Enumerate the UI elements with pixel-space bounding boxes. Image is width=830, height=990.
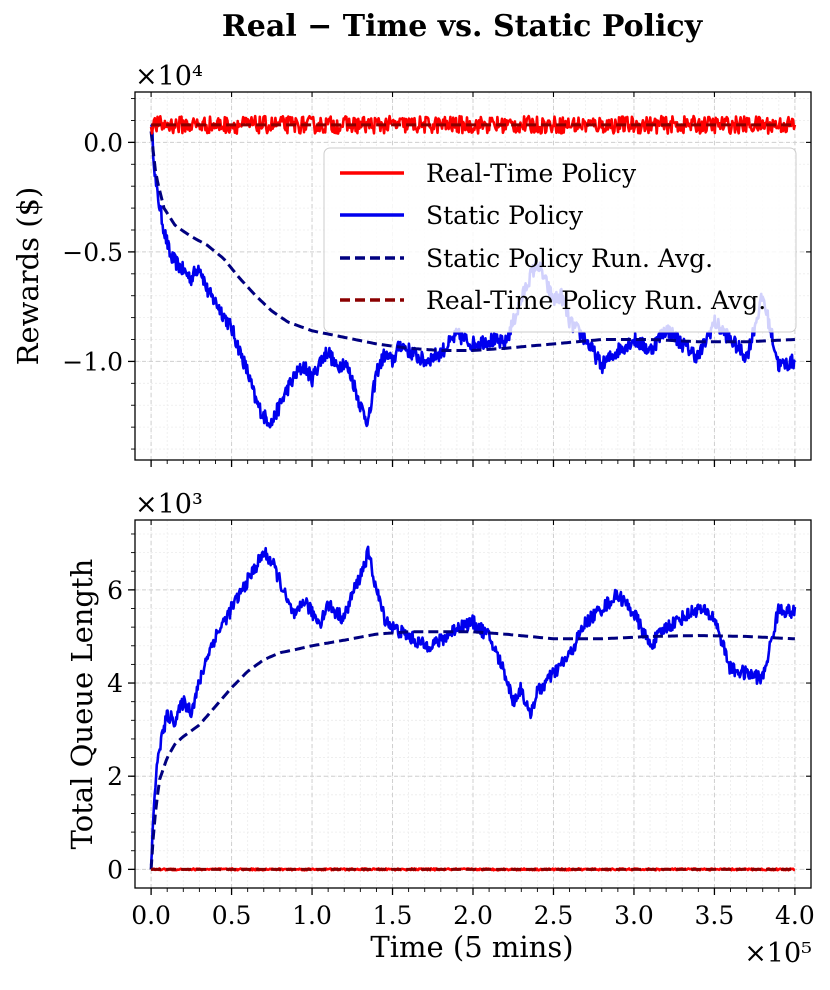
y-tick-label: −0.5 — [62, 238, 123, 267]
legend: Real-Time Policy Static Policy Static Po… — [323, 147, 797, 333]
queue-y-ticks: 0 2 4 6 — [107, 533, 811, 884]
series-static-avg — [149, 630, 795, 870]
rewards-y-label: Rewards ($) — [11, 187, 45, 366]
y-tick-label: 0.0 — [83, 128, 123, 157]
legend-label-static-avg: Static Policy Run. Avg. — [426, 244, 713, 273]
x-tick-label: 2.5 — [534, 901, 574, 930]
series-real-time — [149, 114, 797, 135]
rewards-y-ticks: 0.0 −0.5 −1.0 — [62, 98, 811, 450]
y-tick-label: 2 — [107, 762, 123, 791]
rewards-subplot: 0.0 −0.5 −1.0 ×10⁴ Rewards ($) Real-Time P… — [11, 61, 812, 467]
queue-subplot: 0 2 4 6 0.0 0.5 1.0 1.5 2.0 2.5 3.0 3.5 4.0 ×10³ To… — [65, 489, 815, 930]
x-tick-label: 1.0 — [292, 901, 332, 930]
legend-label-static: Static Policy — [426, 201, 584, 230]
legend-label-real-time: Real-Time Policy — [426, 159, 637, 188]
rewards-series — [149, 114, 797, 429]
series-static — [149, 545, 797, 866]
chart-title: Real − Time vs. Static Policy — [222, 9, 704, 44]
x-tick-label: 0.5 — [212, 901, 252, 930]
queue-grid — [135, 520, 811, 888]
y-tick-label: −1.0 — [62, 347, 123, 376]
series-layer — [149, 545, 797, 872]
y-tick-label: 4 — [107, 669, 123, 698]
x-axis-label: Time (5 mins) — [370, 930, 573, 964]
x-tick-label: 3.0 — [614, 901, 654, 930]
queue-y-label: Total Queue Length — [65, 559, 99, 850]
x-tick-label: 1.5 — [373, 901, 413, 930]
x-tick-label: 4.0 — [775, 901, 815, 930]
rewards-y-multiplier: ×10⁴ — [135, 61, 203, 92]
x-tick-label: 3.5 — [695, 901, 735, 930]
queue-series — [149, 545, 797, 872]
y-tick-label: 6 — [107, 576, 123, 605]
x-tick-label: 0.0 — [131, 901, 171, 930]
rewards-x-ticks — [150, 92, 796, 467]
series-layer — [149, 114, 797, 429]
legend-frame — [323, 147, 797, 333]
y-tick-label: 0 — [107, 855, 123, 884]
legend-label-real-time-avg: Real-Time Policy Run. Avg. — [426, 286, 766, 315]
queue-y-multiplier: ×10³ — [135, 489, 203, 520]
x-multiplier: ×10⁵ — [744, 938, 812, 969]
series-static-avg — [149, 131, 795, 352]
x-tick-label: 2.0 — [453, 901, 493, 930]
queue-x-ticks: 0.0 0.5 1.0 1.5 2.0 2.5 3.0 3.5 4.0 — [131, 520, 815, 930]
